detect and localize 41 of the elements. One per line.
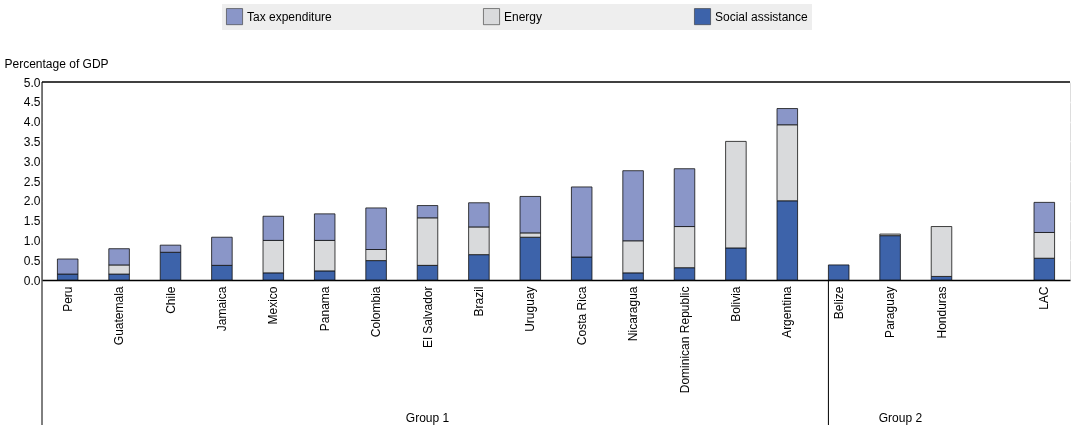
y-tick-label: 0.0	[23, 273, 41, 288]
bar	[930, 226, 953, 277]
legend-label: Energy	[504, 9, 543, 24]
legend-label: Tax expenditure	[247, 9, 333, 24]
x-tick-label: Belize	[831, 286, 846, 320]
x-tick-label: LAC	[1037, 286, 1052, 310]
x-tick-label: Chile	[163, 286, 178, 314]
x-tick-label: Panama	[317, 286, 332, 332]
text: Group 1	[405, 411, 450, 425]
text: Group 2	[878, 411, 923, 425]
legend-label: Social assistance	[715, 9, 809, 24]
x-tick-label: El Salvador	[420, 286, 435, 348]
x-tick-label: Paraguay	[883, 286, 898, 338]
y-tick-label: 1.5	[23, 214, 41, 229]
x-tick-label: Jamaica	[214, 286, 229, 332]
bar	[879, 235, 901, 281]
y-tick-label: 3.0	[23, 154, 41, 169]
x-tick-label: Guatemala	[112, 286, 127, 346]
x-tick-label: Argentina	[780, 286, 795, 338]
x-tick-label: Costa Rica	[574, 286, 589, 346]
x-tick-label: Brazil	[471, 286, 486, 317]
x-tick-label: Mexico	[266, 286, 281, 325]
y-tick-label: 3.5	[23, 134, 41, 149]
y-tick-label: 4.5	[23, 95, 41, 110]
x-tick-label: Colombia	[369, 286, 384, 338]
x-tick-label: Honduras	[934, 286, 949, 339]
bar	[828, 264, 850, 281]
bar	[519, 236, 541, 281]
bar	[519, 196, 541, 234]
x-tick-label: Bolivia	[728, 286, 743, 322]
y-axis-title: Percentage of GDP	[4, 56, 109, 71]
x-tick-label: Nicaragua	[626, 286, 641, 342]
y-tick-label: 4.0	[23, 115, 41, 130]
x-tick-label: Peru	[60, 286, 75, 312]
x-tick-label: Dominican Republic	[677, 286, 692, 394]
y-tick-label: 2.0	[23, 194, 41, 209]
y-tick-label: 0.5	[23, 253, 41, 268]
y-tick-label: 5.0	[23, 75, 41, 90]
y-tick-label: 1.0	[23, 233, 41, 248]
y-tick-label: 2.5	[23, 174, 41, 189]
x-tick-label: Uruguay	[523, 286, 538, 332]
